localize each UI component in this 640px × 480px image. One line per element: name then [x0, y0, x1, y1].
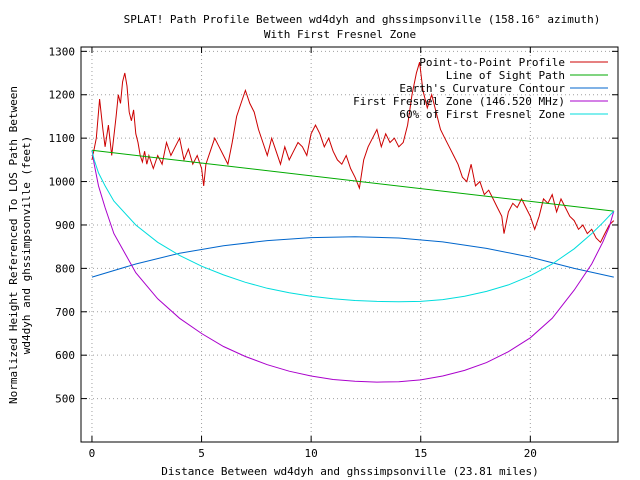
- x-tick-label: 10: [305, 447, 318, 460]
- y-tick-label: 1200: [49, 89, 76, 102]
- axis-ticks: 0 5 10 15 20 500 600 700 800 900 1000 1100 1200 1300: [49, 45, 618, 460]
- series-line-line-of-sight-path: [91, 149, 614, 212]
- x-tick-label: 15: [414, 447, 427, 460]
- series-line-point-to-point-profile: [91, 62, 615, 244]
- y-tick-label: 1300: [49, 45, 76, 58]
- chart-subtitle: With First Fresnel Zone: [264, 28, 416, 41]
- y-tick-label: 700: [55, 306, 75, 319]
- series-line-first-fresnel-zone-146-520-mhz: [91, 150, 615, 383]
- y-axis-label-line-1: Normalized Height Referenced To LOS Path…: [7, 86, 20, 404]
- y-axis-label-line-2: wd4dyh and ghssimpsonville (feet): [20, 136, 33, 355]
- grid: [81, 47, 618, 442]
- chart-title: SPLAT! Path Profile Between wd4dyh and g…: [124, 13, 601, 26]
- plot-frame: [80, 46, 619, 443]
- legend-label: Point-to-Point Profile: [419, 56, 565, 69]
- x-tick-label: 20: [524, 447, 537, 460]
- x-axis-label: Distance Between wd4dyh and ghssimpsonvi…: [161, 465, 539, 478]
- y-tick-label: 1000: [49, 176, 76, 189]
- x-tick-label: 5: [198, 447, 205, 460]
- legend-label: 60% of First Fresnel Zone: [399, 108, 565, 121]
- series-line-earth-s-curvature-contour: [91, 236, 614, 278]
- y-tick-label: 800: [55, 262, 75, 275]
- y-tick-label: 900: [55, 219, 75, 232]
- series-line-60-of-first-fresnel-zone: [91, 150, 615, 303]
- y-tick-label: 1100: [49, 132, 76, 145]
- legend-label: Earth's Curvature Contour: [399, 82, 565, 95]
- y-tick-label: 500: [55, 393, 75, 406]
- legend-label: Line of Sight Path: [446, 69, 565, 82]
- y-tick-label: 600: [55, 349, 75, 362]
- legend-label: First Fresnel Zone (146.520 MHz): [353, 95, 565, 108]
- series-lines: [91, 62, 615, 383]
- x-tick-label: 0: [89, 447, 96, 460]
- y-axis-label: Normalized Height Referenced To LOS Path…: [7, 86, 33, 404]
